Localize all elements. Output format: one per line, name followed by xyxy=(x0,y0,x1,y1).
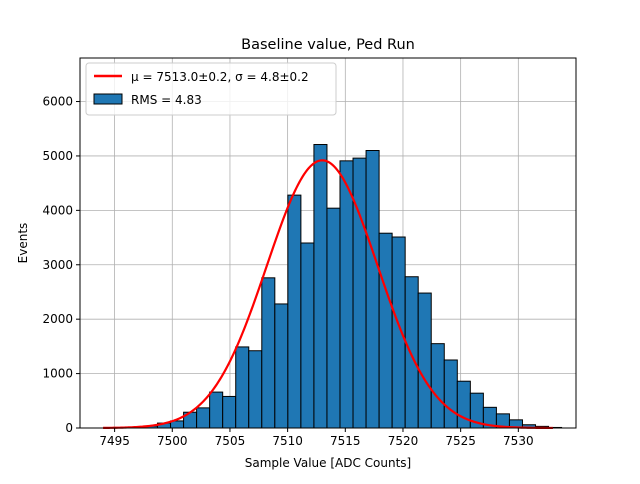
x-axis-label: Sample Value [ADC Counts] xyxy=(245,456,411,470)
y-tick-label: 6000 xyxy=(42,95,73,109)
legend-fit-label: μ = 7513.0±0.2, σ = 4.8±0.2 xyxy=(131,70,309,84)
x-tick-label: 7525 xyxy=(445,434,476,448)
y-tick-label: 3000 xyxy=(42,258,73,272)
chart-title: Baseline value, Ped Run xyxy=(241,37,415,53)
histogram-bar xyxy=(418,293,431,428)
x-tick-label: 7520 xyxy=(388,434,419,448)
legend-histogram-swatch xyxy=(94,94,122,104)
x-tick-label: 7515 xyxy=(330,434,361,448)
histogram-bar xyxy=(275,304,288,428)
y-tick-label: 1000 xyxy=(42,367,73,381)
x-tick-label: 7530 xyxy=(503,434,534,448)
histogram-bar xyxy=(288,195,301,428)
histogram-bar xyxy=(327,208,340,428)
y-axis-label: Events xyxy=(16,223,30,264)
histogram-bar xyxy=(249,351,262,428)
histogram-bar xyxy=(340,161,353,428)
histogram-bar xyxy=(236,347,249,428)
x-tick-label: 7505 xyxy=(215,434,246,448)
y-tick-label: 4000 xyxy=(42,203,73,217)
histogram-bar xyxy=(366,151,379,429)
histogram-bar xyxy=(262,278,275,428)
histogram-bar xyxy=(197,408,210,428)
y-tick-label: 0 xyxy=(65,421,73,435)
y-tick-label: 2000 xyxy=(42,312,73,326)
legend: μ = 7513.0±0.2, σ = 4.8±0.2 RMS = 4.83 xyxy=(86,63,336,115)
histogram-bar xyxy=(405,277,418,428)
histogram-bar xyxy=(392,237,405,428)
histogram-bar xyxy=(353,158,366,428)
histogram-bar xyxy=(210,392,223,428)
histogram-bar xyxy=(444,360,457,428)
histogram-bar xyxy=(457,381,470,428)
x-tick-label: 7500 xyxy=(157,434,188,448)
histogram-bar xyxy=(223,396,236,428)
histogram-bar xyxy=(301,243,314,428)
histogram-bar xyxy=(431,344,444,428)
histogram-bar xyxy=(314,145,327,428)
histogram-bar xyxy=(379,233,392,428)
y-tick-label: 5000 xyxy=(42,149,73,163)
legend-rms-label: RMS = 4.83 xyxy=(131,93,202,107)
x-tick-label: 7510 xyxy=(272,434,303,448)
x-tick-label: 7495 xyxy=(99,434,130,448)
